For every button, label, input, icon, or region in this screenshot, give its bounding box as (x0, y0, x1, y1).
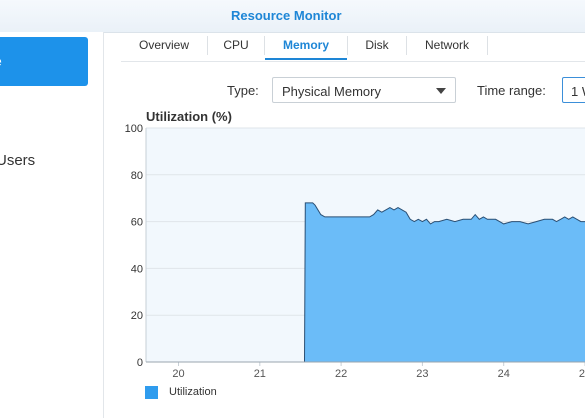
time-range-label: Time range: (477, 83, 546, 98)
type-label: Type: (227, 83, 259, 98)
x-tick-label: 22 (335, 368, 347, 380)
x-tick-label: 21 (254, 368, 266, 380)
y-tick-label: 60 (131, 217, 143, 229)
window-title: Resource Monitor (231, 8, 342, 23)
x-tick-label: 24 (498, 368, 510, 380)
window-titlebar: Resource Monitor (0, 0, 585, 33)
x-tick-label: 20 (172, 368, 184, 380)
legend-label-utilization[interactable]: Utilization (169, 386, 217, 398)
x-tick-label: 25 (579, 368, 585, 380)
tab-overview[interactable]: Overview (121, 32, 208, 59)
y-tick-label: 20 (131, 310, 143, 322)
utilization-line (146, 202, 585, 363)
chevron-down-icon (436, 88, 446, 94)
y-tick-label: 80 (131, 170, 143, 182)
sidebar-item-active[interactable]: e (0, 37, 88, 86)
tab-disk[interactable]: Disk (348, 32, 407, 59)
chart-title: Utilization (%) (146, 109, 232, 124)
tab-bar: Overview CPU Memory Disk Network (121, 32, 585, 60)
y-tick-label: 100 (125, 123, 143, 135)
time-range-select[interactable]: 1 W (562, 77, 585, 103)
tab-cpu[interactable]: CPU (208, 32, 265, 59)
type-select[interactable]: Physical Memory (272, 77, 456, 103)
time-range-value: 1 W (571, 84, 585, 99)
tab-divider (121, 61, 585, 62)
utilization-area (146, 202, 585, 362)
sidebar-item-active-label: e (0, 53, 2, 69)
x-tick-label: 23 (416, 368, 428, 380)
y-tick-label: 40 (131, 263, 143, 275)
tab-memory[interactable]: Memory (265, 32, 348, 60)
type-select-value: Physical Memory (282, 84, 381, 99)
sidebar-item-users[interactable]: Users (0, 152, 36, 169)
sidebar: e Users (0, 32, 104, 418)
tab-network[interactable]: Network (407, 32, 488, 59)
y-tick-label: 0 (137, 357, 143, 369)
legend-swatch-utilization[interactable] (145, 386, 158, 399)
